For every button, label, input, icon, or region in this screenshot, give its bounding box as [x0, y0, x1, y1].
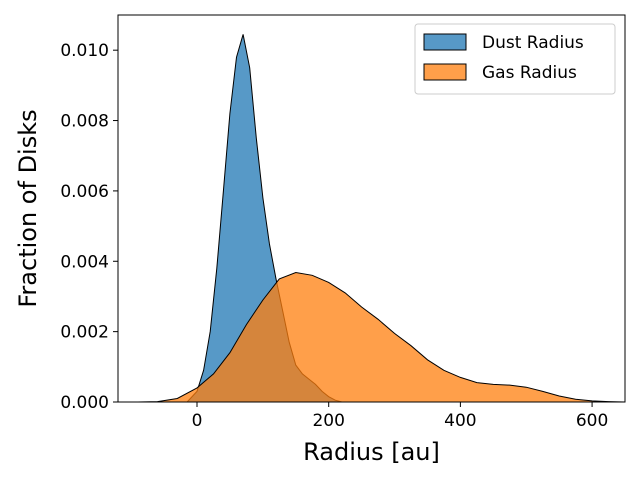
plot-area	[137, 34, 626, 403]
y-tick-label: 0.002	[60, 323, 109, 343]
legend: Dust Radius Gas Radius	[414, 23, 616, 95]
y-tick-label: 0.008	[60, 112, 109, 132]
plot-frame	[117, 14, 626, 403]
series-area-gas-radius	[137, 271, 626, 403]
legend-label: Dust Radius	[482, 33, 584, 53]
x-tick-label: 400	[444, 411, 476, 431]
y-axis-title: Fraction of Disks	[14, 109, 42, 307]
x-axis: 0 200 400 600	[192, 402, 608, 431]
legend-swatch	[423, 33, 467, 51]
y-tick-label: 0.000	[60, 393, 109, 413]
x-tick-label: 200	[312, 411, 344, 431]
x-axis-title: Radius [au]	[303, 438, 440, 466]
legend-swatch	[423, 63, 467, 81]
x-tick-label: 0	[192, 411, 203, 431]
y-tick-label: 0.010	[60, 41, 109, 61]
y-tick-label: 0.006	[60, 182, 109, 202]
y-tick-label: 0.004	[60, 252, 109, 272]
x-tick-label: 600	[576, 411, 608, 431]
y-axis: 0.000 0.002 0.004 0.006 0.008 0.010	[60, 41, 118, 413]
legend-label: Gas Radius	[482, 63, 577, 83]
